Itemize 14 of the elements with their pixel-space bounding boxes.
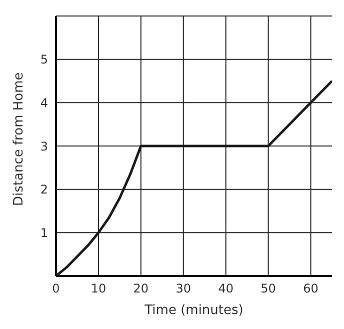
y-axis-title: Distance from Home bbox=[12, 72, 27, 206]
y-tick-label: 4 bbox=[40, 96, 48, 110]
x-axis-title: Time (minutes) bbox=[144, 303, 244, 318]
x-tick-label: 10 bbox=[90, 282, 106, 296]
x-tick-label: 50 bbox=[260, 282, 276, 296]
x-tick-label: 30 bbox=[176, 282, 192, 296]
y-tick-label: 5 bbox=[40, 52, 48, 67]
y-tick-label: 1 bbox=[40, 226, 48, 240]
x-tick-label: 40 bbox=[218, 282, 234, 296]
y-tick-label: 2 bbox=[40, 182, 48, 197]
x-tick-label: 20 bbox=[133, 282, 149, 296]
x-tick-label: 0 bbox=[52, 282, 60, 296]
y-tick-label: 3 bbox=[40, 139, 48, 154]
x-tick-label: 60 bbox=[303, 282, 318, 296]
